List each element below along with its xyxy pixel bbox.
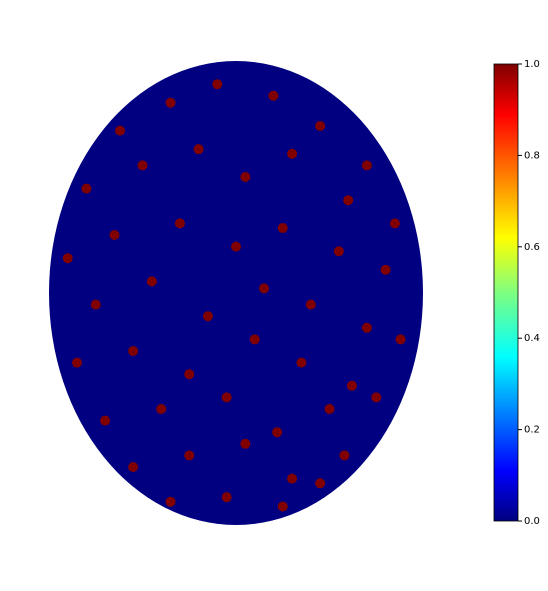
- point: [72, 357, 83, 368]
- point: [287, 148, 298, 159]
- colorbar-tick-label: 0.0: [524, 516, 540, 527]
- colorbar-tick-label: 0.8: [524, 150, 540, 161]
- point: [202, 311, 213, 322]
- point: [193, 144, 204, 155]
- point: [240, 172, 251, 182]
- point: [156, 404, 167, 414]
- point: [380, 264, 391, 275]
- point: [371, 392, 382, 403]
- point: [361, 322, 372, 333]
- point: [324, 404, 335, 414]
- point: [249, 334, 260, 345]
- point: [287, 473, 298, 484]
- point: [62, 253, 73, 264]
- point: [277, 223, 288, 234]
- point: [389, 218, 400, 229]
- point: [240, 438, 251, 449]
- point: [272, 427, 283, 438]
- point: [109, 230, 120, 240]
- point: [277, 501, 288, 512]
- colorbar: [493, 63, 519, 522]
- point: [231, 241, 241, 252]
- point: [346, 380, 357, 391]
- point: [305, 299, 316, 310]
- point: [259, 283, 270, 294]
- point: [296, 357, 307, 368]
- point: [165, 496, 176, 507]
- point: [100, 415, 111, 426]
- colorbar-tick-label: 0.2: [524, 425, 540, 436]
- point: [128, 346, 139, 356]
- point: [315, 120, 326, 131]
- point: [212, 79, 223, 90]
- point: [361, 160, 372, 171]
- point: [174, 218, 185, 229]
- colorbar-tick-label: 1.0: [524, 59, 540, 70]
- point: [184, 369, 195, 380]
- field: [49, 61, 423, 525]
- point: [333, 246, 344, 257]
- point: [221, 492, 232, 503]
- point: [343, 195, 354, 206]
- point: [137, 160, 148, 171]
- point: [165, 97, 176, 108]
- colorbar-tick-label: 0.6: [524, 242, 540, 253]
- point: [395, 334, 406, 345]
- point: [268, 90, 279, 101]
- colorbar-tick-label: 0.4: [524, 333, 540, 344]
- point: [315, 478, 326, 489]
- point: [146, 276, 157, 287]
- point: [184, 450, 195, 461]
- point: [128, 462, 139, 472]
- point: [221, 392, 232, 403]
- point: [339, 450, 350, 461]
- point: [81, 183, 92, 194]
- point: [90, 299, 101, 310]
- point: [115, 125, 126, 136]
